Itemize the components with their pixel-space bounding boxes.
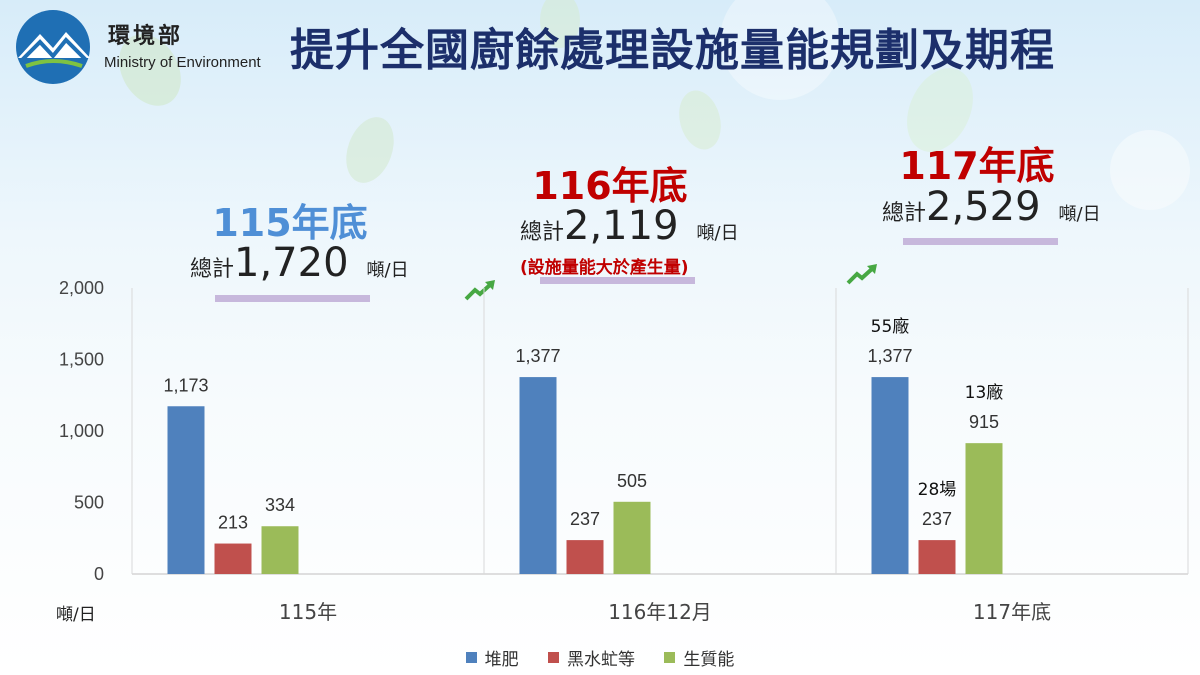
bar bbox=[613, 501, 651, 574]
y-axis-unit-label: 噸/日 bbox=[56, 605, 96, 625]
y-tick-label: 500 bbox=[74, 493, 104, 513]
y-tick-label: 2,000 bbox=[59, 278, 104, 298]
annotation-label: 13廠 bbox=[965, 382, 1004, 403]
summary-note-116: (設施量能大於產生量) bbox=[520, 258, 689, 278]
bar bbox=[566, 540, 604, 574]
org-name-en: Ministry of Environment bbox=[104, 54, 261, 71]
summary-total-label: 總計 bbox=[882, 201, 927, 226]
x-category-label: 117年底 bbox=[973, 600, 1051, 624]
data-label: 237 bbox=[570, 509, 600, 529]
y-tick-label: 1,500 bbox=[59, 350, 104, 370]
data-label: 237 bbox=[922, 509, 952, 529]
data-label: 334 bbox=[265, 495, 295, 515]
y-tick-label: 1,000 bbox=[59, 421, 104, 441]
bar bbox=[167, 406, 205, 574]
summary-unit: 噸/日 bbox=[696, 223, 739, 244]
legend-item-compost: 堆肥 bbox=[465, 645, 519, 670]
legend-label: 黑水虻等 bbox=[567, 650, 635, 670]
annotation-label: 28場 bbox=[918, 480, 957, 500]
legend-label: 堆肥 bbox=[484, 650, 519, 670]
legend-item-biomass: 生質能 bbox=[664, 645, 734, 670]
bar bbox=[918, 540, 956, 574]
summary-unit: 噸/日 bbox=[366, 260, 409, 281]
org-name-zh: 環境部 bbox=[108, 23, 184, 49]
summary-unit: 噸/日 bbox=[1058, 204, 1101, 225]
bar bbox=[214, 543, 252, 574]
summary-heading-117: 117年底 bbox=[899, 144, 1055, 188]
summary-heading-115: 115年底 bbox=[212, 201, 368, 245]
bar bbox=[871, 377, 909, 574]
summary-underline-115 bbox=[215, 295, 370, 302]
summary-underline-117 bbox=[903, 238, 1058, 245]
bar bbox=[261, 526, 299, 574]
summary-total-label: 總計 bbox=[520, 220, 565, 245]
x-category-label: 116年12月 bbox=[608, 600, 712, 624]
data-label: 915 bbox=[969, 412, 999, 432]
y-tick-label: 0 bbox=[94, 564, 104, 584]
data-label: 1,377 bbox=[515, 346, 560, 366]
trend-up-arrow-icon bbox=[846, 264, 877, 285]
legend-swatch bbox=[465, 652, 477, 663]
summary-heading-116: 116年底 bbox=[532, 164, 688, 208]
legend-swatch bbox=[548, 652, 559, 663]
trend-up-arrow-icon bbox=[464, 280, 495, 301]
bar bbox=[519, 377, 557, 574]
summary-underline-116 bbox=[540, 277, 695, 284]
summary-total-115: 總計1,720 噸/日 bbox=[190, 240, 409, 286]
summary-total-116: 總計2,119 噸/日 bbox=[520, 203, 739, 249]
summary-total-value: 2,119 bbox=[564, 203, 679, 249]
summary-total-value: 2,529 bbox=[926, 184, 1041, 230]
legend-item-bsf: 黑水虻等 bbox=[548, 645, 635, 670]
legend-label: 生質能 bbox=[683, 650, 735, 670]
data-label: 505 bbox=[617, 471, 647, 491]
summary-total-label: 總計 bbox=[190, 257, 235, 282]
annotation-label: 55廠 bbox=[871, 316, 910, 337]
page-title: 提升全國廚餘處理設施量能規劃及期程 bbox=[290, 25, 1055, 76]
legend-swatch bbox=[664, 652, 676, 663]
bar bbox=[965, 443, 1003, 574]
summary-total-value: 1,720 bbox=[234, 240, 349, 286]
chart-legend: 堆肥 黑水虻等 生質能 bbox=[0, 645, 1200, 670]
environment-logo-icon bbox=[16, 10, 90, 84]
summary-total-117: 總計2,529 噸/日 bbox=[882, 184, 1101, 230]
data-label: 213 bbox=[218, 513, 248, 533]
x-category-label: 115年 bbox=[279, 600, 337, 624]
data-label: 1,377 bbox=[867, 346, 912, 366]
data-label: 1,173 bbox=[163, 375, 208, 395]
